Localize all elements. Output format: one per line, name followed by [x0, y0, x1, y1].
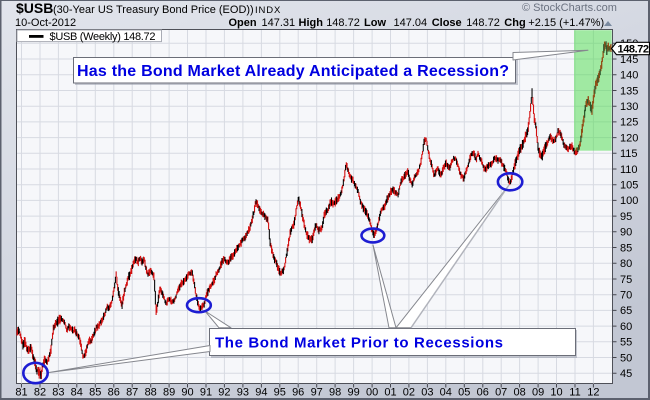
svg-text:07: 07	[495, 387, 507, 399]
svg-text:Close: Close	[432, 17, 462, 29]
svg-text:115: 115	[620, 148, 638, 160]
svg-text:50: 50	[620, 352, 632, 364]
svg-text:+2.15 (+1.47%): +2.15 (+1.47%)	[528, 17, 604, 29]
svg-text:90: 90	[181, 387, 193, 399]
svg-text:147.31: 147.31	[262, 17, 296, 29]
svg-text:105: 105	[620, 180, 638, 192]
svg-text:81: 81	[15, 387, 27, 399]
svg-text:95: 95	[620, 211, 632, 223]
svg-text:Low: Low	[364, 17, 386, 29]
svg-text:148.72: 148.72	[618, 43, 650, 55]
svg-text:75: 75	[620, 274, 632, 286]
svg-text:99: 99	[347, 387, 359, 399]
svg-text:(30-Year US Treasury Bond Pric: (30-Year US Treasury Bond Price (EOD))	[53, 4, 254, 16]
svg-text:06: 06	[477, 387, 489, 399]
svg-text:04: 04	[440, 387, 452, 399]
svg-text:09: 09	[532, 387, 544, 399]
svg-text:94: 94	[255, 387, 267, 399]
svg-text:100: 100	[620, 195, 638, 207]
svg-text:11: 11	[569, 387, 580, 399]
svg-text:92: 92	[218, 387, 230, 399]
svg-text:05: 05	[458, 387, 470, 399]
svg-text:02: 02	[403, 387, 415, 399]
svg-text:00: 00	[366, 387, 378, 399]
svg-text:87: 87	[126, 387, 138, 399]
svg-text:85: 85	[89, 387, 101, 399]
svg-text:135: 135	[620, 85, 638, 97]
svg-text:INDX: INDX	[255, 5, 281, 16]
svg-text:148.72: 148.72	[466, 17, 500, 29]
svg-text:110: 110	[620, 164, 638, 176]
svg-text:95: 95	[274, 387, 286, 399]
svg-text:97: 97	[311, 387, 323, 399]
svg-text:10: 10	[550, 387, 562, 399]
svg-text:83: 83	[52, 387, 64, 399]
svg-text:55: 55	[620, 337, 632, 349]
svg-text:85: 85	[620, 242, 632, 254]
svg-text:82: 82	[34, 387, 46, 399]
svg-text:10-Oct-2012: 10-Oct-2012	[15, 17, 76, 29]
svg-text:93: 93	[237, 387, 249, 399]
svg-text:03: 03	[421, 387, 433, 399]
svg-text:High: High	[299, 17, 324, 29]
svg-text:65: 65	[620, 305, 632, 317]
svg-text:89: 89	[163, 387, 175, 399]
svg-text:140: 140	[620, 70, 638, 82]
svg-text:The Bond Market Prior to Reces: The Bond Market Prior to Recessions	[215, 334, 503, 351]
svg-text:70: 70	[620, 290, 632, 302]
svg-text:125: 125	[620, 117, 638, 129]
svg-text:Open: Open	[229, 17, 257, 29]
svg-text:98: 98	[329, 387, 341, 399]
svg-text:96: 96	[292, 387, 304, 399]
svg-text:08: 08	[513, 387, 525, 399]
svg-text:12: 12	[587, 387, 599, 399]
svg-text:90: 90	[620, 227, 632, 239]
svg-text:130: 130	[620, 101, 638, 113]
svg-text:148.72: 148.72	[326, 17, 360, 29]
svg-text:$USB: $USB	[16, 0, 53, 16]
svg-text:80: 80	[620, 258, 632, 270]
svg-text:Has the Bond Market Already An: Has the Bond Market Already Anticipated …	[77, 63, 509, 80]
svg-text:45: 45	[620, 368, 632, 380]
svg-text:86: 86	[108, 387, 120, 399]
svg-text:120: 120	[620, 132, 638, 144]
svg-text:$USB (Weekly) 148.72: $USB (Weekly) 148.72	[50, 31, 156, 43]
svg-text:147.04: 147.04	[394, 17, 428, 29]
svg-text:91: 91	[200, 387, 212, 399]
svg-text:145: 145	[620, 54, 638, 66]
svg-text:© StockCharts.com: © StockCharts.com	[522, 2, 617, 14]
svg-text:84: 84	[71, 387, 83, 399]
svg-text:60: 60	[620, 321, 632, 333]
svg-text:88: 88	[145, 387, 157, 399]
svg-text:01: 01	[384, 387, 396, 399]
svg-text:Chg: Chg	[504, 17, 525, 29]
